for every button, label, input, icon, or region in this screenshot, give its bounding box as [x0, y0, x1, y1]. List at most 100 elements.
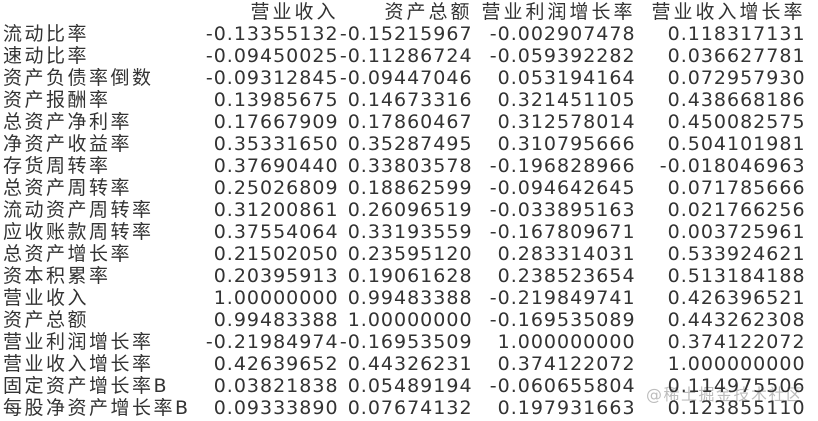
cell-value: 0.513184188 [667, 265, 806, 287]
cell-value: 1.000000000 [667, 353, 806, 375]
cell-value: -0.09312845 [205, 67, 339, 89]
cell-value: -0.060655804 [489, 375, 636, 397]
cell-value: -0.15215967 [339, 23, 473, 45]
table-row: 资产总额 0.99483388 1.00000000 -0.169535089 … [3, 309, 806, 331]
cell-value: 0.21502050 [213, 243, 339, 265]
cell-value: -0.11286724 [339, 45, 473, 67]
table-row: 每股净资产增长率B 0.09333890 0.07674132 0.197931… [3, 397, 806, 419]
cell-value: 0.053194164 [497, 67, 636, 89]
cell-value: -0.167809671 [489, 221, 636, 243]
cell-value: 0.13985675 [213, 89, 339, 111]
cell-value: -0.002907478 [489, 23, 636, 45]
column-header: 营业收入增长率 [651, 1, 806, 23]
table-row: 速动比率 -0.09450025 -0.11286724 -0.05939228… [3, 45, 806, 67]
header-row: 营业收入 资产总额 营业利润增长率 营业收入增长率 [3, 1, 806, 23]
row-label: 总资产净利率 [3, 111, 133, 133]
table-row: 资产报酬率 0.13985675 0.14673316 0.321451105 … [3, 89, 806, 111]
table-row: 净资产收益率 0.35331650 0.35287495 0.310795666… [3, 133, 806, 155]
cell-value: 1.000000000 [497, 331, 636, 353]
cell-value: 0.374122072 [667, 331, 806, 353]
cell-value: 0.072957930 [667, 67, 806, 89]
table-row: 流动资产周转率 0.31200861 0.26096519 -0.0338951… [3, 199, 806, 221]
cell-value: 0.99483388 [347, 287, 473, 309]
row-label: 资产负债率倒数 [3, 67, 154, 89]
cell-value: -0.13355132 [205, 23, 339, 45]
cell-value: -0.018046963 [659, 155, 806, 177]
cell-value: 0.021766256 [667, 199, 806, 221]
cell-value: 0.18862599 [347, 177, 473, 199]
column-header: 营业利润增长率 [481, 1, 636, 23]
correlation-table: 营业收入 资产总额 营业利润增长率 营业收入增长率 流动比率 -0.133551… [3, 1, 806, 419]
row-label: 资产报酬率 [3, 89, 111, 111]
table-row: 营业收入 1.00000000 0.99483388 -0.219849741 … [3, 287, 806, 309]
cell-value: -0.219849741 [489, 287, 636, 309]
row-label: 固定资产增长率B [3, 375, 170, 397]
corner-cell [3, 1, 191, 23]
cell-value: 1.00000000 [213, 287, 339, 309]
table-row: 资本积累率 0.20395913 0.19061628 0.238523654 … [3, 265, 806, 287]
row-label: 速动比率 [3, 45, 90, 67]
table-row: 总资产周转率 0.25026809 0.18862599 -0.09464264… [3, 177, 806, 199]
row-label: 资产总额 [3, 309, 90, 331]
cell-value: -0.169535089 [489, 309, 636, 331]
row-label: 流动比率 [3, 23, 90, 45]
cell-value: 0.238523654 [497, 265, 636, 287]
cell-value: 0.99483388 [213, 309, 339, 331]
cell-value: 0.312578014 [497, 111, 636, 133]
row-label: 总资产增长率 [3, 243, 133, 265]
cell-value: 0.35331650 [213, 133, 339, 155]
cell-value: 0.07674132 [347, 397, 473, 419]
cell-value: 0.17860467 [347, 111, 473, 133]
table-row: 营业收入增长率 0.42639652 0.44326231 0.37412207… [3, 353, 806, 375]
table-row: 应收账款周转率 0.37554064 0.33193559 -0.1678096… [3, 221, 806, 243]
column-header: 资产总额 [384, 1, 473, 23]
row-label: 营业利润增长率 [3, 331, 154, 353]
cell-value: 0.25026809 [213, 177, 339, 199]
cell-value: 0.14673316 [347, 89, 473, 111]
cell-value: 0.443262308 [667, 309, 806, 331]
row-label: 存货周转率 [3, 155, 111, 177]
cell-value: 0.37554064 [213, 221, 339, 243]
cell-value: 0.197931663 [497, 397, 636, 419]
cell-value: 0.42639652 [213, 353, 339, 375]
cell-value: 0.118317131 [667, 23, 806, 45]
column-header: 营业收入 [250, 1, 339, 23]
cell-value: -0.16953509 [339, 331, 473, 353]
cell-value: 0.05489194 [347, 375, 473, 397]
table-row: 总资产增长率 0.21502050 0.23595120 0.283314031… [3, 243, 806, 265]
cell-value: 0.374122072 [497, 353, 636, 375]
cell-value: 0.23595120 [347, 243, 473, 265]
table-row: 存货周转率 0.37690440 0.33803578 -0.196828966… [3, 155, 806, 177]
cell-value: 0.20395913 [213, 265, 339, 287]
cell-value: 0.114975506 [667, 375, 806, 397]
table-row: 流动比率 -0.13355132 -0.15215967 -0.00290747… [3, 23, 806, 45]
cell-value: -0.09447046 [339, 67, 473, 89]
cell-value: -0.09450025 [205, 45, 339, 67]
row-label: 营业收入增长率 [3, 353, 154, 375]
cell-value: 0.09333890 [213, 397, 339, 419]
row-label: 应收账款周转率 [3, 221, 154, 243]
row-label: 流动资产周转率 [3, 199, 154, 221]
cell-value: 0.26096519 [347, 199, 473, 221]
cell-value: 0.310795666 [497, 133, 636, 155]
cell-value: 0.44326231 [347, 353, 473, 375]
cell-value: -0.196828966 [489, 155, 636, 177]
cell-value: 0.071785666 [667, 177, 806, 199]
cell-value: 0.03821838 [213, 375, 339, 397]
cell-value: 0.33803578 [347, 155, 473, 177]
table-row: 固定资产增长率B 0.03821838 0.05489194 -0.060655… [3, 375, 806, 397]
row-label: 总资产周转率 [3, 177, 133, 199]
table-row: 总资产净利率 0.17667909 0.17860467 0.312578014… [3, 111, 806, 133]
cell-value: -0.059392282 [489, 45, 636, 67]
cell-value: -0.033895163 [489, 199, 636, 221]
cell-value: 0.504101981 [667, 133, 806, 155]
table-row: 资产负债率倒数 -0.09312845 -0.09447046 0.053194… [3, 67, 806, 89]
cell-value: 0.33193559 [347, 221, 473, 243]
table-row: 营业利润增长率 -0.21984974 -0.16953509 1.000000… [3, 331, 806, 353]
cell-value: 0.321451105 [497, 89, 636, 111]
row-label: 每股净资产增长率B [3, 397, 191, 419]
cell-value: -0.094642645 [489, 177, 636, 199]
cell-value: 0.37690440 [213, 155, 339, 177]
cell-value: 0.533924621 [667, 243, 806, 265]
row-label: 营业收入 [3, 287, 90, 309]
